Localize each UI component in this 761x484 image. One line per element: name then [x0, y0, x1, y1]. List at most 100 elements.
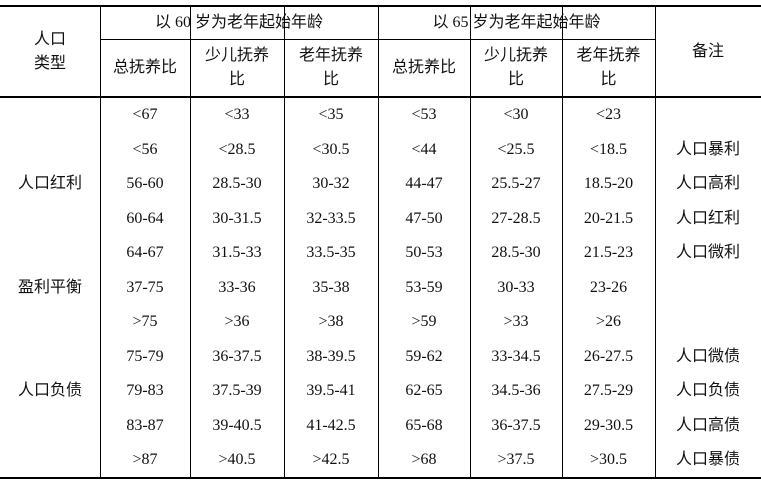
row-note-text: 人口高利	[675, 175, 740, 193]
column-rule	[190, 7, 191, 477]
value-cell-text: >26	[595, 313, 622, 331]
value-cell: >87	[100, 443, 190, 478]
value-cell-text: <33	[224, 106, 250, 124]
value-cell-text: 23-26	[589, 278, 628, 296]
value-cell-text: 83-87	[126, 416, 164, 434]
top-rule	[0, 5, 761, 7]
column-rule	[378, 7, 379, 477]
value-cell-text: 56-60	[126, 175, 164, 193]
value-cell-text: >38	[318, 313, 344, 331]
value-cell-text: <28.5	[218, 140, 256, 158]
type-header: 人口类型	[0, 7, 100, 96]
value-cell-text: 27.5-29	[583, 382, 634, 400]
header-rule	[0, 96, 761, 98]
value-cell-text: 36-37.5	[491, 416, 541, 434]
value-cell-text: 20-21.5	[583, 209, 634, 227]
group-header-text: 以 65 岁为老年起始年龄	[432, 14, 601, 31]
value-cell-text: 18.5-20	[583, 175, 634, 193]
value-cell-text: <30	[503, 106, 529, 124]
value-cell-text: 41-42.5	[306, 416, 356, 434]
row-type: 盈利平衡	[0, 271, 100, 306]
value-cell: <28.5	[190, 133, 284, 168]
value-cell-text: 26-27.5	[583, 347, 634, 365]
value-cell-text: >30.5	[589, 451, 628, 469]
value-cell-text: 33-36	[218, 278, 256, 296]
value-cell-text: <44	[411, 140, 437, 158]
row-note: 人口高债	[655, 409, 761, 444]
value-cell-text: 28.5-30	[212, 175, 262, 193]
column-header-text: 总抚养比	[112, 59, 177, 76]
value-cell: 50-53	[378, 236, 470, 271]
value-cell: 34.5-36	[470, 374, 562, 409]
value-cell-text: 60-64	[126, 209, 164, 227]
value-cell-text: 59-62	[405, 347, 443, 365]
value-cell: 47-50	[378, 202, 470, 237]
column-header: 少儿抚养比	[190, 40, 284, 96]
value-cell: >36	[190, 305, 284, 340]
row-type: 人口红利	[0, 167, 100, 202]
column-header-text: 少儿抚养比	[483, 47, 548, 88]
group-rule	[100, 39, 655, 40]
column-rule	[562, 7, 563, 477]
value-cell: <23	[562, 98, 655, 133]
value-cell: 39.5-41	[284, 374, 378, 409]
value-cell: <25.5	[470, 133, 562, 168]
value-cell-text: <67	[132, 106, 158, 124]
column-header-text: 少儿抚养比	[204, 47, 269, 88]
value-cell: 26-27.5	[562, 340, 655, 375]
row-note-text: 人口微债	[675, 347, 740, 365]
value-cell-text: 31.5-33	[212, 244, 262, 262]
value-cell: 30-33	[470, 271, 562, 306]
column-header-text: 老年抚养比	[298, 47, 363, 88]
value-cell-text: <56	[132, 140, 158, 158]
row-type: 人口负债	[0, 374, 100, 409]
note-header-text: 备注	[691, 42, 724, 60]
value-cell-text: 30-33	[497, 278, 535, 296]
value-cell-text: 35-38	[312, 278, 350, 296]
value-cell: 36-37.5	[190, 340, 284, 375]
value-cell: 33.5-35	[284, 236, 378, 271]
group-header: 以 60 岁为老年起始年龄	[100, 7, 378, 39]
row-note: 人口红利	[655, 202, 761, 237]
row-note-text: 人口暴债	[675, 451, 740, 469]
value-cell: 21.5-23	[562, 236, 655, 271]
value-cell: 28.5-30	[190, 167, 284, 202]
value-cell-text: >42.5	[312, 451, 350, 469]
row-note-text: 人口暴利	[675, 140, 740, 158]
value-cell-text: 64-67	[126, 244, 164, 262]
value-cell: 44-47	[378, 167, 470, 202]
value-cell-text: <35	[318, 106, 344, 124]
value-cell: >33	[470, 305, 562, 340]
value-cell: 23-26	[562, 271, 655, 306]
value-cell: >42.5	[284, 443, 378, 478]
value-cell-text: 29-30.5	[583, 416, 634, 434]
value-cell: <33	[190, 98, 284, 133]
value-cell-text: >37.5	[497, 451, 535, 469]
value-cell: <67	[100, 98, 190, 133]
value-cell-text: 39.5-41	[306, 382, 356, 400]
value-cell-text: >68	[411, 451, 437, 469]
value-cell: 29-30.5	[562, 409, 655, 444]
value-cell-text: >36	[224, 313, 250, 331]
value-cell-text: 33.5-35	[306, 244, 356, 262]
value-cell-text: 34.5-36	[491, 382, 541, 400]
value-cell: >30.5	[562, 443, 655, 478]
value-cell: 31.5-33	[190, 236, 284, 271]
value-cell: 27-28.5	[470, 202, 562, 237]
value-cell-text: 62-65	[405, 382, 443, 400]
value-cell: <53	[378, 98, 470, 133]
value-cell-text: 21.5-23	[583, 244, 634, 262]
column-header-text: 总抚养比	[391, 59, 456, 76]
value-cell: 59-62	[378, 340, 470, 375]
value-cell-text: <23	[595, 106, 622, 124]
value-cell-text: 47-50	[405, 209, 443, 227]
value-cell-text: 79-83	[126, 382, 164, 400]
row-note: 人口暴利	[655, 133, 761, 168]
value-cell: 18.5-20	[562, 167, 655, 202]
value-cell-text: 36-37.5	[212, 347, 262, 365]
row-type-text: 人口红利	[17, 175, 82, 193]
row-note: 人口微债	[655, 340, 761, 375]
value-cell: <18.5	[562, 133, 655, 168]
value-cell: 25.5-27	[470, 167, 562, 202]
